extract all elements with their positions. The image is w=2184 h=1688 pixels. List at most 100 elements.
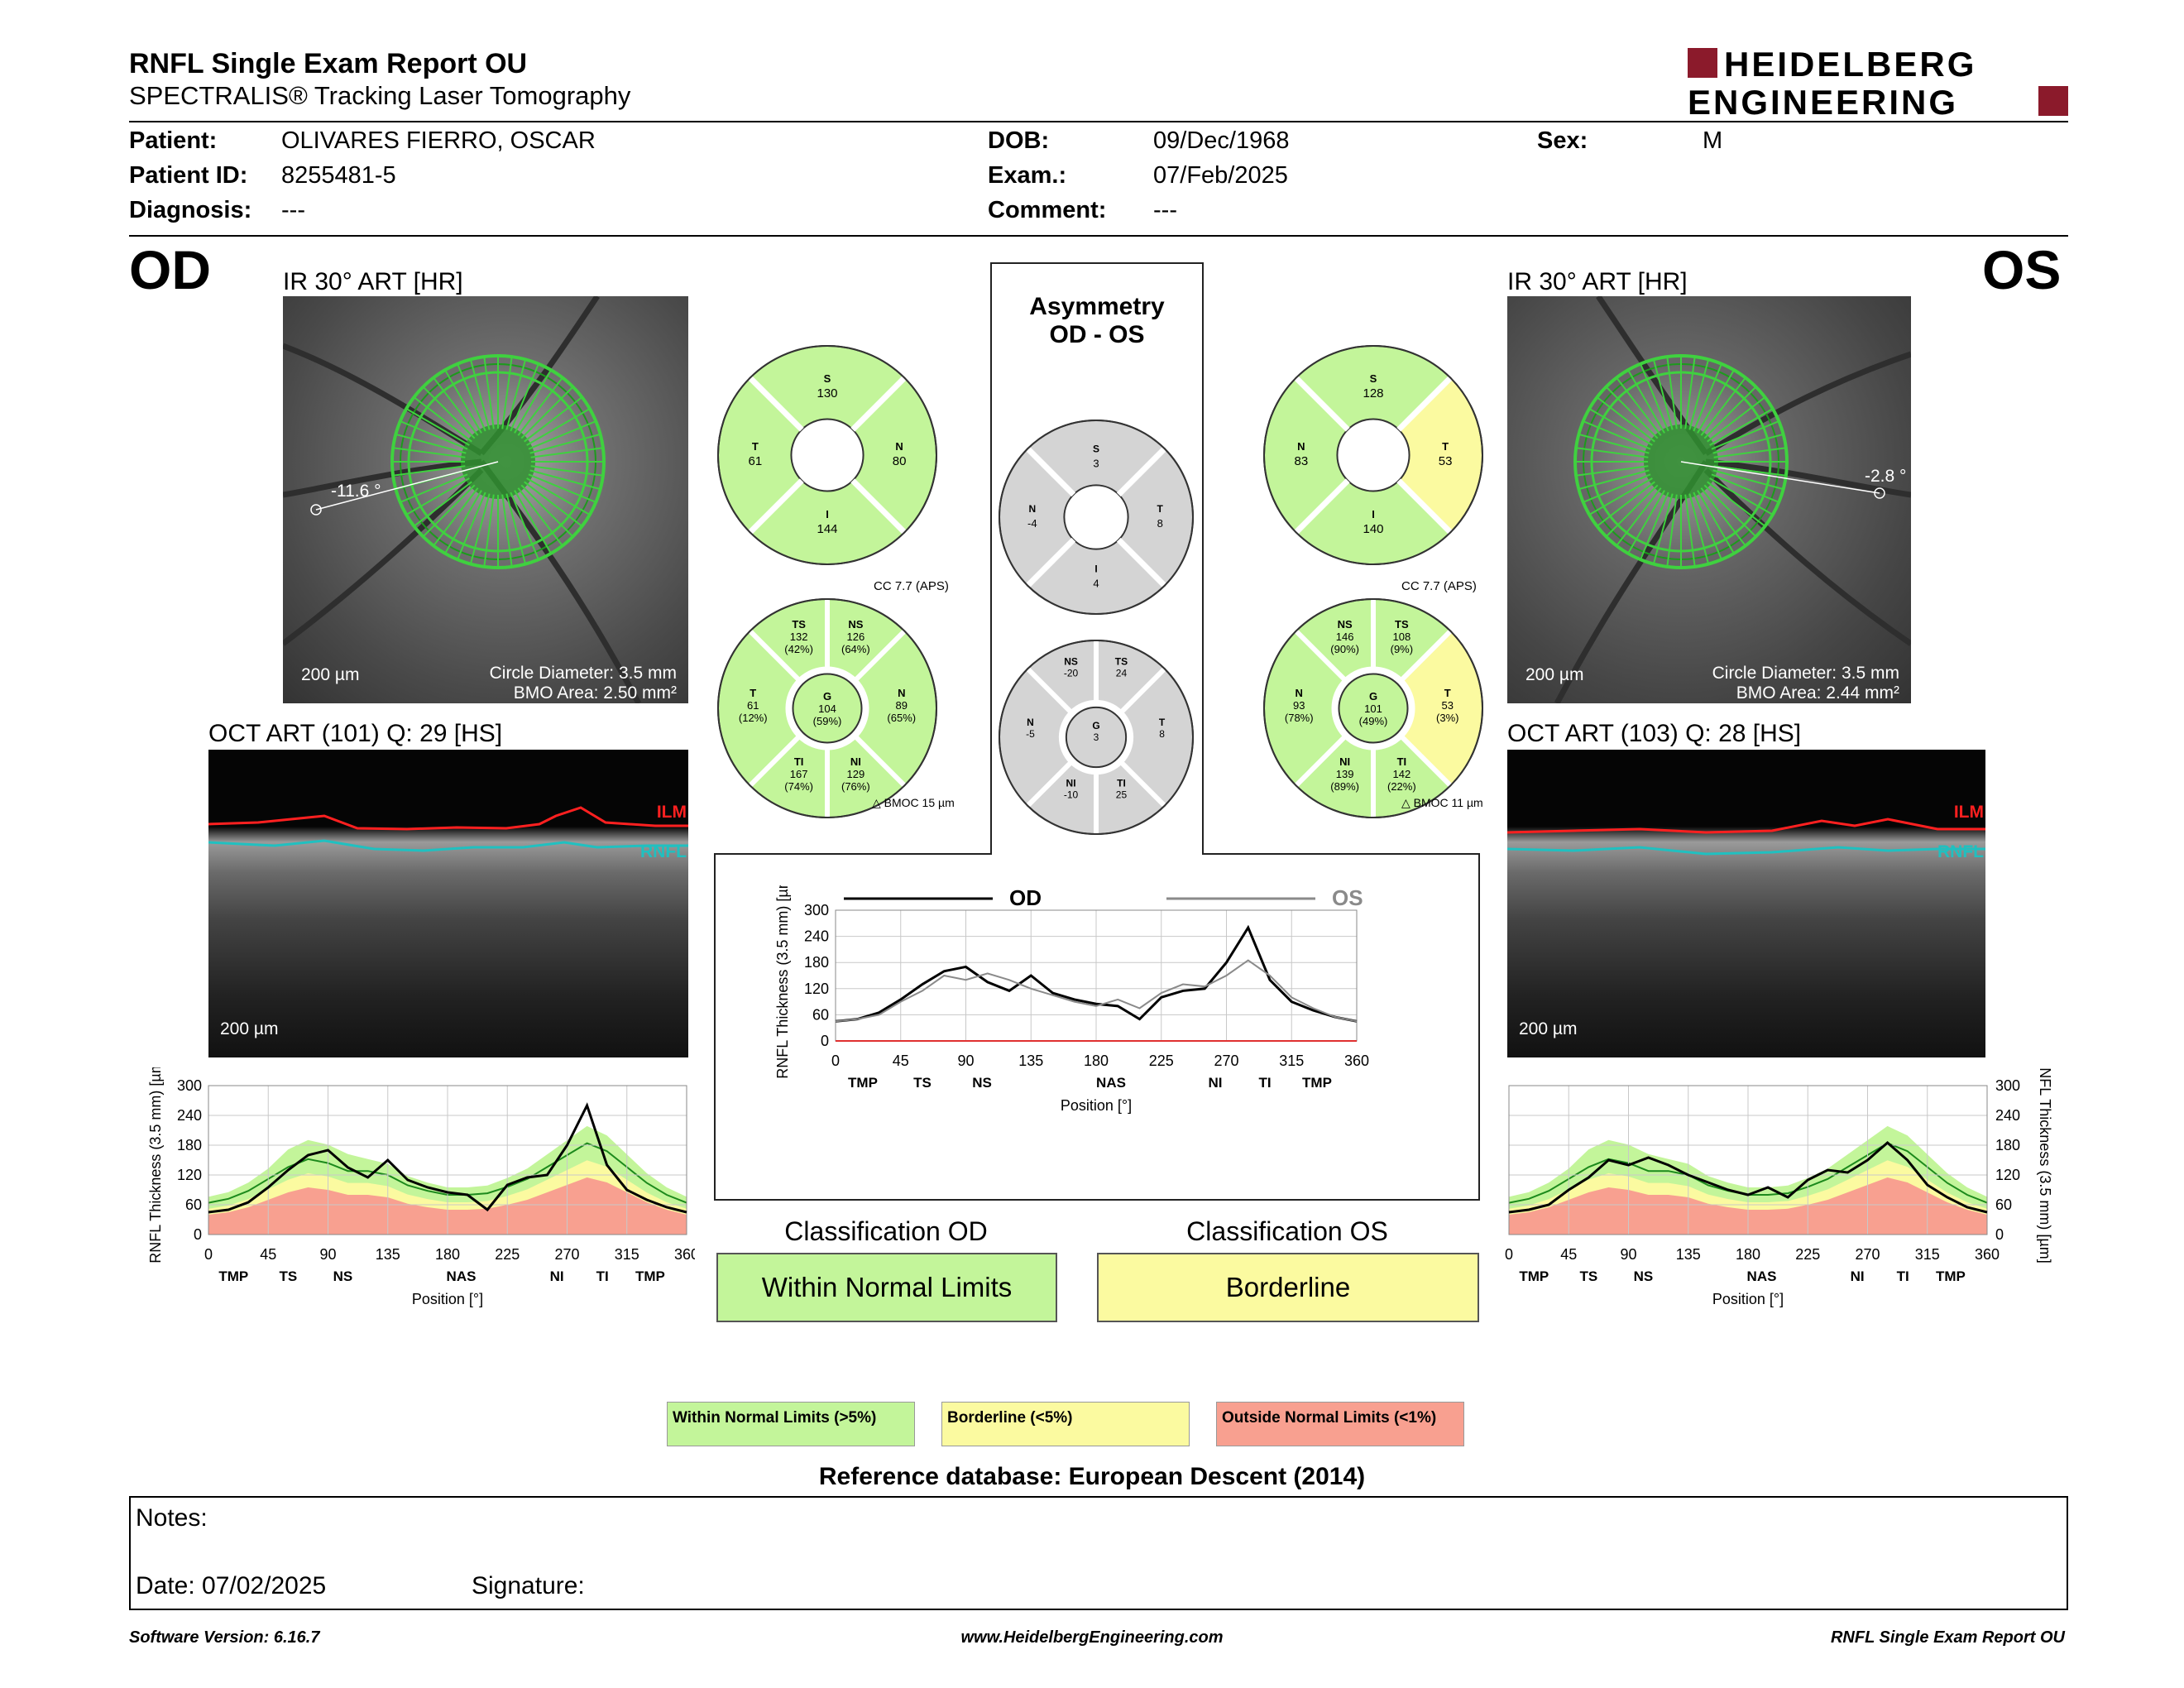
x-tick-label: 360 <box>1344 1053 1369 1069</box>
asym-label-s: S <box>1093 443 1099 454</box>
x-tick-label: 360 <box>674 1246 695 1263</box>
asym-value-i: 4 <box>1093 578 1099 590</box>
sector-value-t: 53 <box>1439 454 1453 468</box>
sector-axis-label: NI <box>550 1268 564 1284</box>
x-tick-label: 0 <box>204 1246 213 1263</box>
scan-spoke <box>483 356 495 429</box>
sector-value-i: 140 <box>1363 522 1383 536</box>
scan-spoke <box>1713 465 1787 477</box>
sector-value-t: 53 <box>1442 699 1454 712</box>
sector-label-ni: NI <box>850 755 861 768</box>
od-bmoc: △ BMOC 15 µm <box>872 796 955 809</box>
scan-spoke <box>517 487 563 547</box>
exam-date: 07/Feb/2025 <box>1153 162 1288 189</box>
sector-separator <box>853 734 907 788</box>
sector-separator <box>748 376 804 432</box>
os-ir-caption: IR 30° ART [HR] <box>1507 268 1688 295</box>
os-cc: CC 7.7 (APS) <box>1401 579 1477 593</box>
sector-label-g: G <box>823 690 831 703</box>
legend-normal: Within Normal Limits (>5%) <box>667 1402 915 1446</box>
diagnosis: --- <box>281 197 305 223</box>
sector-axis-label: TMP <box>1936 1268 1966 1284</box>
sector-value-n: 89 <box>896 699 908 712</box>
sector-label-ni: NI <box>1339 755 1350 768</box>
sector-label-t: T <box>752 440 759 453</box>
scan-spoke <box>501 494 513 568</box>
notes-date: Date: 07/02/2025 <box>136 1572 327 1599</box>
exam-label: Exam.: <box>988 162 1067 189</box>
scan-spoke <box>1616 487 1662 547</box>
os-oct-image: ILM RNFL 200 µm <box>1507 750 1985 1057</box>
x-tick-label: 180 <box>1736 1246 1760 1263</box>
scan-spoke <box>1578 433 1650 454</box>
asym-value-n: -4 <box>1027 517 1037 530</box>
sector-separator <box>1025 537 1076 588</box>
x-tick-label: 270 <box>554 1246 579 1263</box>
y-tick-label: 60 <box>185 1196 202 1213</box>
sector-axis-label: TS <box>913 1075 932 1091</box>
sector-value-ns: (64%) <box>841 643 870 655</box>
asym-label-n: N <box>1028 503 1036 515</box>
sector-label-n: N <box>1296 687 1303 699</box>
os-angle: -2.8 ° <box>1865 467 1907 486</box>
od-angle: -11.6 ° <box>331 482 381 501</box>
sector-separator <box>748 734 802 788</box>
x-tick-label: 180 <box>435 1246 460 1263</box>
x-axis-label: Position [°] <box>412 1291 483 1307</box>
scan-spoke <box>483 494 495 568</box>
scan-spoke <box>1666 494 1678 568</box>
sector-g <box>1338 673 1409 744</box>
scan-spoke <box>392 465 466 477</box>
x-tick-label: 315 <box>615 1246 639 1263</box>
sex-label: Sex: <box>1537 127 1588 154</box>
scan-spoke <box>444 490 482 554</box>
od-fundus-image: -11.6 ° 200 µm Circle Diameter: 3.5 mm B… <box>283 296 688 703</box>
info-divider <box>129 235 2068 237</box>
os-eye-label: OS <box>1982 239 2062 300</box>
scan-spoke <box>1688 493 1710 564</box>
scan-spoke <box>392 447 466 458</box>
y-tick-label: 300 <box>804 902 829 918</box>
sector-axis-label: NI <box>1851 1268 1865 1284</box>
sector-axis-label: TMP <box>635 1268 665 1284</box>
logo-line-2: ENGINEERING <box>1688 83 1958 119</box>
scan-spoke <box>469 359 491 430</box>
scan-spoke <box>1627 369 1665 434</box>
od-classification-label: Classification OD <box>784 1216 988 1246</box>
dob: 09/Dec/1968 <box>1153 127 1290 154</box>
sector-value-ts: 24 <box>1116 667 1128 679</box>
scan-spoke <box>1703 484 1757 538</box>
asym-sector4-diagram: S 3 N -4 T 8 I 4 <box>999 420 1194 615</box>
footer-website: www.HeidelbergEngineering.com <box>960 1628 1224 1647</box>
y-tick-label: 240 <box>177 1107 202 1124</box>
scan-spoke <box>422 386 476 439</box>
sector-value-n: (65%) <box>887 712 916 724</box>
od-os-comparison-chart: 0 60 120 180 240 300 0 45 90 135 180 225 270 315 360 TM… <box>774 885 1369 1114</box>
plot-frame <box>208 1085 687 1235</box>
sector-value-g: (49%) <box>1359 715 1388 727</box>
y-tick-label: 120 <box>804 981 829 997</box>
scan-spoke <box>405 408 470 446</box>
od-oct-caption: OCT ART (101) Q: 29 [HS] <box>208 720 503 747</box>
scan-spoke <box>526 477 591 516</box>
sector-value-n: 80 <box>893 454 907 468</box>
od-ir-scale: 200 µm <box>301 665 360 684</box>
x-tick-label: 0 <box>831 1053 840 1069</box>
sector-label-ts: TS <box>1395 618 1409 631</box>
scan-spoke <box>510 363 539 432</box>
sector-value-g: (59%) <box>813 715 842 727</box>
scan-spoke <box>1712 433 1784 454</box>
scan-spoke <box>1640 363 1669 432</box>
sector-outline <box>1263 598 1483 818</box>
scan-spoke <box>530 465 604 477</box>
scan-spoke <box>1596 396 1655 443</box>
sector-label-t: T <box>750 687 756 699</box>
series-line-od <box>1508 1141 1988 1214</box>
y-tick-label: 180 <box>804 954 829 971</box>
sector-axis-label: TMP <box>218 1268 248 1284</box>
scan-spoke <box>505 359 527 430</box>
sector-label-ti: TI <box>1397 755 1407 768</box>
logo-line-1: HEIDELBERG <box>1724 45 1976 84</box>
sector-value-t: (12%) <box>739 712 768 724</box>
